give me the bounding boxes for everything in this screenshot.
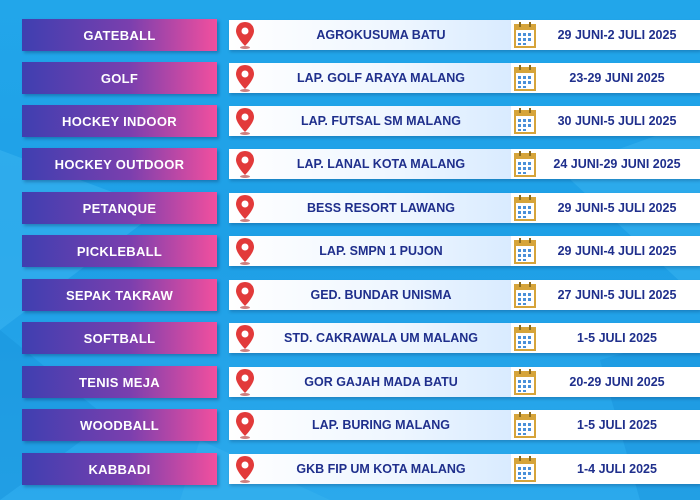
venue-name: GED. BUNDAR UNISMA (229, 280, 511, 310)
info-bar: BESS RESORT LAWANG 29 JUNI-5 JULI 2025 (229, 193, 700, 223)
event-date: 1-5 JULI 2025 (577, 331, 657, 345)
event-date: 30 JUNI-5 JULI 2025 (557, 114, 677, 128)
schedule-row: HOCKEY OUTDOOR LAP. LANAL KOTA MALANG 24… (22, 148, 700, 180)
location-pin-icon (236, 195, 254, 222)
sport-name: PICKLEBALL (22, 235, 217, 267)
calendar-icon (514, 65, 536, 91)
schedule-row: KABBADI GKB FIP UM KOTA MALANG 1-4 JULI … (22, 453, 700, 485)
location-pin-icon (236, 65, 254, 92)
sport-name: SEPAK TAKRAW (22, 279, 217, 311)
info-bar: LAP. FUTSAL SM MALANG 30 JUNI-5 JULI 202… (229, 106, 700, 136)
sport-name: HOCKEY INDOOR (22, 105, 217, 137)
schedule-row: GATEBALL AGROKUSUMA BATU 29 JUNI-2 JULI … (22, 19, 700, 51)
info-bar: LAP. BURING MALANG 1-5 JULI 2025 (229, 410, 700, 440)
calendar-icon (514, 282, 536, 308)
event-date: 24 JUNI-29 JUNI 2025 (553, 157, 681, 171)
sport-name: SOFTBALL (22, 322, 217, 354)
location-pin-icon (236, 108, 254, 135)
event-date: 29 JUNI-2 JULI 2025 (557, 28, 677, 42)
calendar-icon (514, 108, 536, 134)
sport-name: GATEBALL (22, 19, 217, 51)
calendar-icon (514, 369, 536, 395)
schedule-row: GOLF LAP. GOLF ARAYA MALANG 23-29 JUNI 2… (22, 62, 700, 94)
location-pin-icon (236, 369, 254, 396)
calendar-icon (514, 195, 536, 221)
sport-name: PETANQUE (22, 192, 217, 224)
schedule-row: PETANQUE BESS RESORT LAWANG 29 JUNI-5 JU… (22, 192, 700, 224)
schedule-row: WOODBALL LAP. BURING MALANG 1-5 JULI 202… (22, 409, 700, 441)
location-pin-icon (236, 238, 254, 265)
venue-name: GKB FIP UM KOTA MALANG (229, 454, 511, 484)
info-bar: GKB FIP UM KOTA MALANG 1-4 JULI 2025 (229, 454, 700, 484)
location-pin-icon (236, 22, 254, 49)
location-pin-icon (236, 151, 254, 178)
venue-name: GOR GAJAH MADA BATU (229, 367, 511, 397)
calendar-icon (514, 456, 536, 482)
location-pin-icon (236, 282, 254, 309)
venue-name: LAP. BURING MALANG (229, 410, 511, 440)
info-bar: AGROKUSUMA BATU 29 JUNI-2 JULI 2025 (229, 20, 700, 50)
event-date: 29 JUNI-4 JULI 2025 (557, 244, 677, 258)
schedule-row: SEPAK TAKRAW GED. BUNDAR UNISMA 27 JUNI-… (22, 279, 700, 311)
venue-name: LAP. GOLF ARAYA MALANG (229, 63, 511, 93)
venue-name: STD. CAKRAWALA UM MALANG (229, 323, 511, 353)
info-bar: GOR GAJAH MADA BATU 20-29 JUNI 2025 (229, 367, 700, 397)
calendar-icon (514, 22, 536, 48)
location-pin-icon (236, 456, 254, 483)
info-bar: LAP. GOLF ARAYA MALANG 23-29 JUNI 2025 (229, 63, 700, 93)
venue-name: LAP. FUTSAL SM MALANG (229, 106, 511, 136)
event-date: 27 JUNI-5 JULI 2025 (557, 288, 677, 302)
venue-name: LAP. LANAL KOTA MALANG (229, 149, 511, 179)
info-bar: GED. BUNDAR UNISMA 27 JUNI-5 JULI 2025 (229, 280, 700, 310)
event-date: 20-29 JUNI 2025 (569, 375, 665, 389)
calendar-icon (514, 151, 536, 177)
event-date: 1-5 JULI 2025 (577, 418, 657, 432)
event-date: 29 JUNI-5 JULI 2025 (557, 201, 677, 215)
sport-name: HOCKEY OUTDOOR (22, 148, 217, 180)
info-bar: LAP. SMPN 1 PUJON 29 JUNI-4 JULI 2025 (229, 236, 700, 266)
venue-name: BESS RESORT LAWANG (229, 193, 511, 223)
schedule-row: TENIS MEJA GOR GAJAH MADA BATU 20-29 JUN… (22, 366, 700, 398)
info-bar: LAP. LANAL KOTA MALANG 24 JUNI-29 JUNI 2… (229, 149, 700, 179)
calendar-icon (514, 238, 536, 264)
event-date: 23-29 JUNI 2025 (569, 71, 665, 85)
calendar-icon (514, 325, 536, 351)
sport-name: KABBADI (22, 453, 217, 485)
schedule-row: SOFTBALL STD. CAKRAWALA UM MALANG 1-5 JU… (22, 322, 700, 354)
venue-name: AGROKUSUMA BATU (229, 20, 511, 50)
location-pin-icon (236, 325, 254, 352)
schedule-row: PICKLEBALL LAP. SMPN 1 PUJON 29 JUNI-4 J… (22, 235, 700, 267)
info-bar: STD. CAKRAWALA UM MALANG 1-5 JULI 2025 (229, 323, 700, 353)
schedule-row: HOCKEY INDOOR LAP. FUTSAL SM MALANG 30 J… (22, 105, 700, 137)
calendar-icon (514, 412, 536, 438)
sport-name: WOODBALL (22, 409, 217, 441)
location-pin-icon (236, 412, 254, 439)
sport-name: TENIS MEJA (22, 366, 217, 398)
venue-name: LAP. SMPN 1 PUJON (229, 236, 511, 266)
event-date: 1-4 JULI 2025 (577, 462, 657, 476)
sport-name: GOLF (22, 62, 217, 94)
